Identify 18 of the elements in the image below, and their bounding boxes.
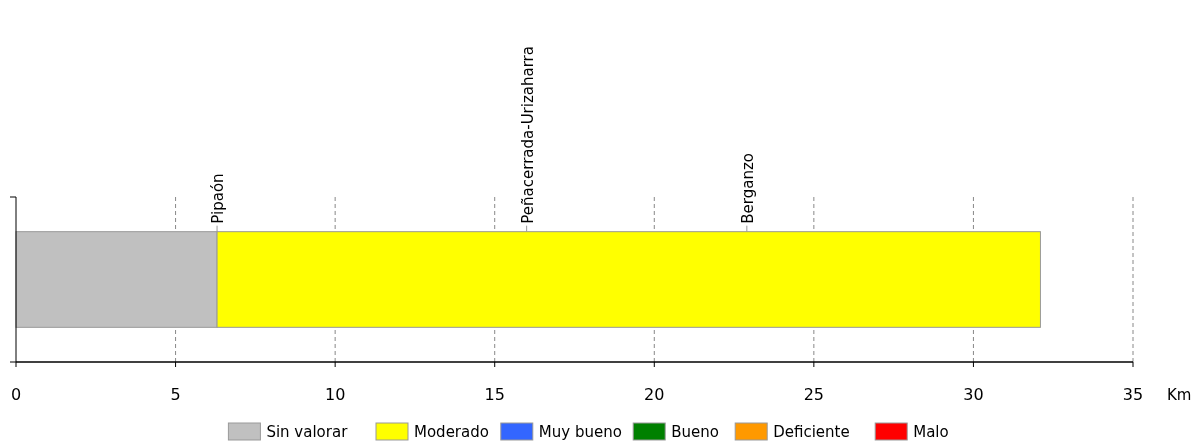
x-tick-label: 20 xyxy=(644,385,665,404)
x-tick-label: 25 xyxy=(803,385,825,404)
ref-line-label: Peñacerrada-Urizaharra xyxy=(518,46,537,224)
ref-line-label: Pipaón xyxy=(209,173,228,224)
legend-label: Malo xyxy=(913,423,949,441)
legend-label: Moderado xyxy=(414,423,489,441)
legend-label: Bueno xyxy=(671,423,719,441)
legend-label: Deficiente xyxy=(773,423,850,441)
x-tick-label: 30 xyxy=(963,385,984,404)
x-tick-label: 0 xyxy=(10,385,22,404)
legend-label: Sin valorar xyxy=(266,423,349,441)
legend-label: Muy bueno xyxy=(538,423,622,441)
ref-line-label: Berganzo xyxy=(738,152,757,224)
x-tick-label: 10 xyxy=(324,385,346,404)
x-tick-label: 35 xyxy=(1122,385,1144,404)
x-axis-title: Km xyxy=(1167,386,1192,404)
x-tick-label: 15 xyxy=(484,385,505,404)
x-tick-label: 5 xyxy=(170,385,181,404)
